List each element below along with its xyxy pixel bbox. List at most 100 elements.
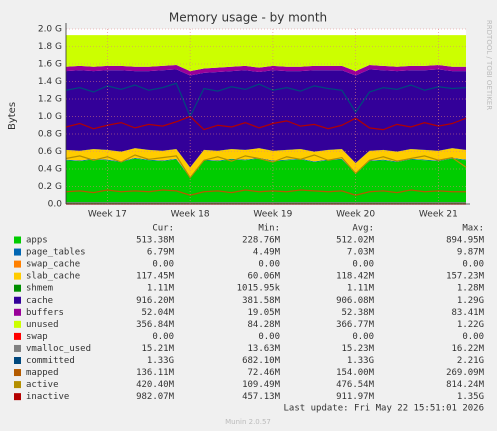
legend-value: 52.38M (341, 308, 374, 318)
legend-label: active (26, 380, 59, 390)
legend-value: 4.49M (253, 248, 281, 258)
legend-value: 1.29G (457, 296, 484, 306)
y-tick-label: 0.0 (48, 200, 63, 210)
y-tick-label: 1.2 G (38, 95, 62, 105)
legend-value: 6.79M (147, 248, 175, 258)
legend-value: 894.95M (446, 236, 485, 246)
last-update: Last update: Fri May 22 15:51:01 2026 (284, 404, 484, 414)
legend-label: swap_cache (26, 260, 80, 270)
legend-value: 1.11M (147, 284, 175, 294)
legend-swatch (14, 369, 21, 377)
legend-value: 117.45M (136, 272, 175, 282)
y-tick-label: 0.4 G (38, 165, 62, 175)
area (66, 157, 466, 178)
line (65, 154, 467, 179)
legend-value: 513.38M (136, 236, 175, 246)
y-tick-label: 1.4 G (38, 77, 62, 87)
chart-title: Memory usage - by month (169, 11, 327, 25)
legend-value: 916.20M (136, 296, 175, 306)
legend-value: 9.87M (457, 248, 485, 258)
legend-value: 154.00M (336, 368, 375, 378)
legend-value: 356.84M (136, 320, 175, 330)
legend-label: swap (26, 332, 48, 342)
legend-swatch (14, 344, 21, 352)
legend-value: 682.10M (242, 356, 281, 366)
legend-value: 228.76M (242, 236, 281, 246)
legend-value: 118.42M (336, 272, 375, 282)
legend-value: 2.21G (457, 356, 484, 366)
legend-value: 0.00 (258, 332, 280, 342)
legend-swatch (14, 272, 21, 280)
legend-value: 457.13M (242, 392, 281, 402)
legend-value: 1.33G (347, 356, 374, 366)
legend-value: 269.09M (446, 368, 485, 378)
legend-value: 0.00 (352, 332, 374, 342)
watermark: RRDTOOL / TOBI OETIKER (485, 20, 493, 110)
legend-value: 1015.95k (237, 284, 281, 294)
legend-value: 420.40M (136, 380, 175, 390)
legend-value: 366.77M (336, 320, 375, 330)
legend-value: 52.04M (141, 308, 174, 318)
legend-value: 136.11M (136, 368, 175, 378)
x-tick-label: Week 18 (171, 210, 210, 220)
line (65, 82, 467, 118)
legend-label: buffers (26, 308, 64, 318)
legend-label: apps (26, 236, 48, 246)
x-tick-label: Week 19 (253, 210, 292, 220)
area (66, 65, 466, 76)
legend-value: 0.00 (258, 260, 280, 270)
legend-value: 906.08M (336, 296, 375, 306)
legend-swatch (14, 332, 21, 340)
legend-value: 13.63M (247, 344, 280, 354)
legend-value: 157.23M (446, 272, 485, 282)
legend-value: 60.06M (247, 272, 280, 282)
y-tick-label: 0.6 G (38, 147, 62, 157)
legend-label: shmem (26, 284, 53, 294)
y-tick-label: 1.8 G (38, 42, 62, 52)
legend-column-header: Cur: (152, 224, 174, 234)
legend-value: 109.49M (242, 380, 281, 390)
legend-value: 1.11M (347, 284, 375, 294)
legend-value: 1.35G (457, 392, 484, 402)
y-tick-label: 1.0 G (38, 112, 62, 122)
legend-value: 1.28M (457, 284, 485, 294)
legend-value: 0.00 (152, 332, 174, 342)
legend-value: 16.22M (451, 344, 484, 354)
legend-value: 911.97M (336, 392, 375, 402)
legend-column-header: Max: (462, 224, 484, 234)
y-tick-label: 2.0 G (38, 25, 62, 35)
footer: Munin 2.0.57 (225, 418, 271, 426)
legend-value: 84.28M (247, 320, 280, 330)
legend-value: 15.23M (341, 344, 374, 354)
legend-label: slab_cache (26, 272, 80, 282)
line (65, 189, 466, 196)
x-tick-label: Week 20 (336, 210, 375, 220)
area (66, 69, 466, 168)
legend-value: 476.54M (336, 380, 375, 390)
legend-value: 0.00 (462, 332, 484, 342)
legend-value: 83.41M (451, 308, 484, 318)
legend-value: 15.21M (141, 344, 174, 354)
legend-value: 814.24M (446, 380, 485, 390)
y-axis-label: Bytes (7, 102, 18, 130)
legend-label: page_tables (26, 248, 86, 258)
area (66, 158, 466, 204)
legend-value: 381.58M (242, 296, 281, 306)
legend-value: 1.33G (147, 356, 174, 366)
legend-value: 7.03M (347, 248, 375, 258)
legend-swatch (14, 357, 21, 364)
area (66, 148, 466, 178)
legend-value: 982.07M (136, 392, 175, 402)
legend-value: 0.00 (462, 260, 484, 270)
legend-column-header: Min: (258, 224, 280, 234)
legend-label: vmalloc_used (26, 344, 91, 354)
legend-swatch (14, 308, 21, 316)
legend-swatch (14, 296, 21, 304)
legend-swatch (14, 236, 21, 244)
legend-value: 1.22G (457, 320, 484, 330)
legend-value: 72.46M (247, 368, 280, 378)
legend-swatch (14, 284, 21, 292)
x-tick-label: Week 21 (419, 210, 458, 220)
legend-swatch (14, 260, 21, 268)
